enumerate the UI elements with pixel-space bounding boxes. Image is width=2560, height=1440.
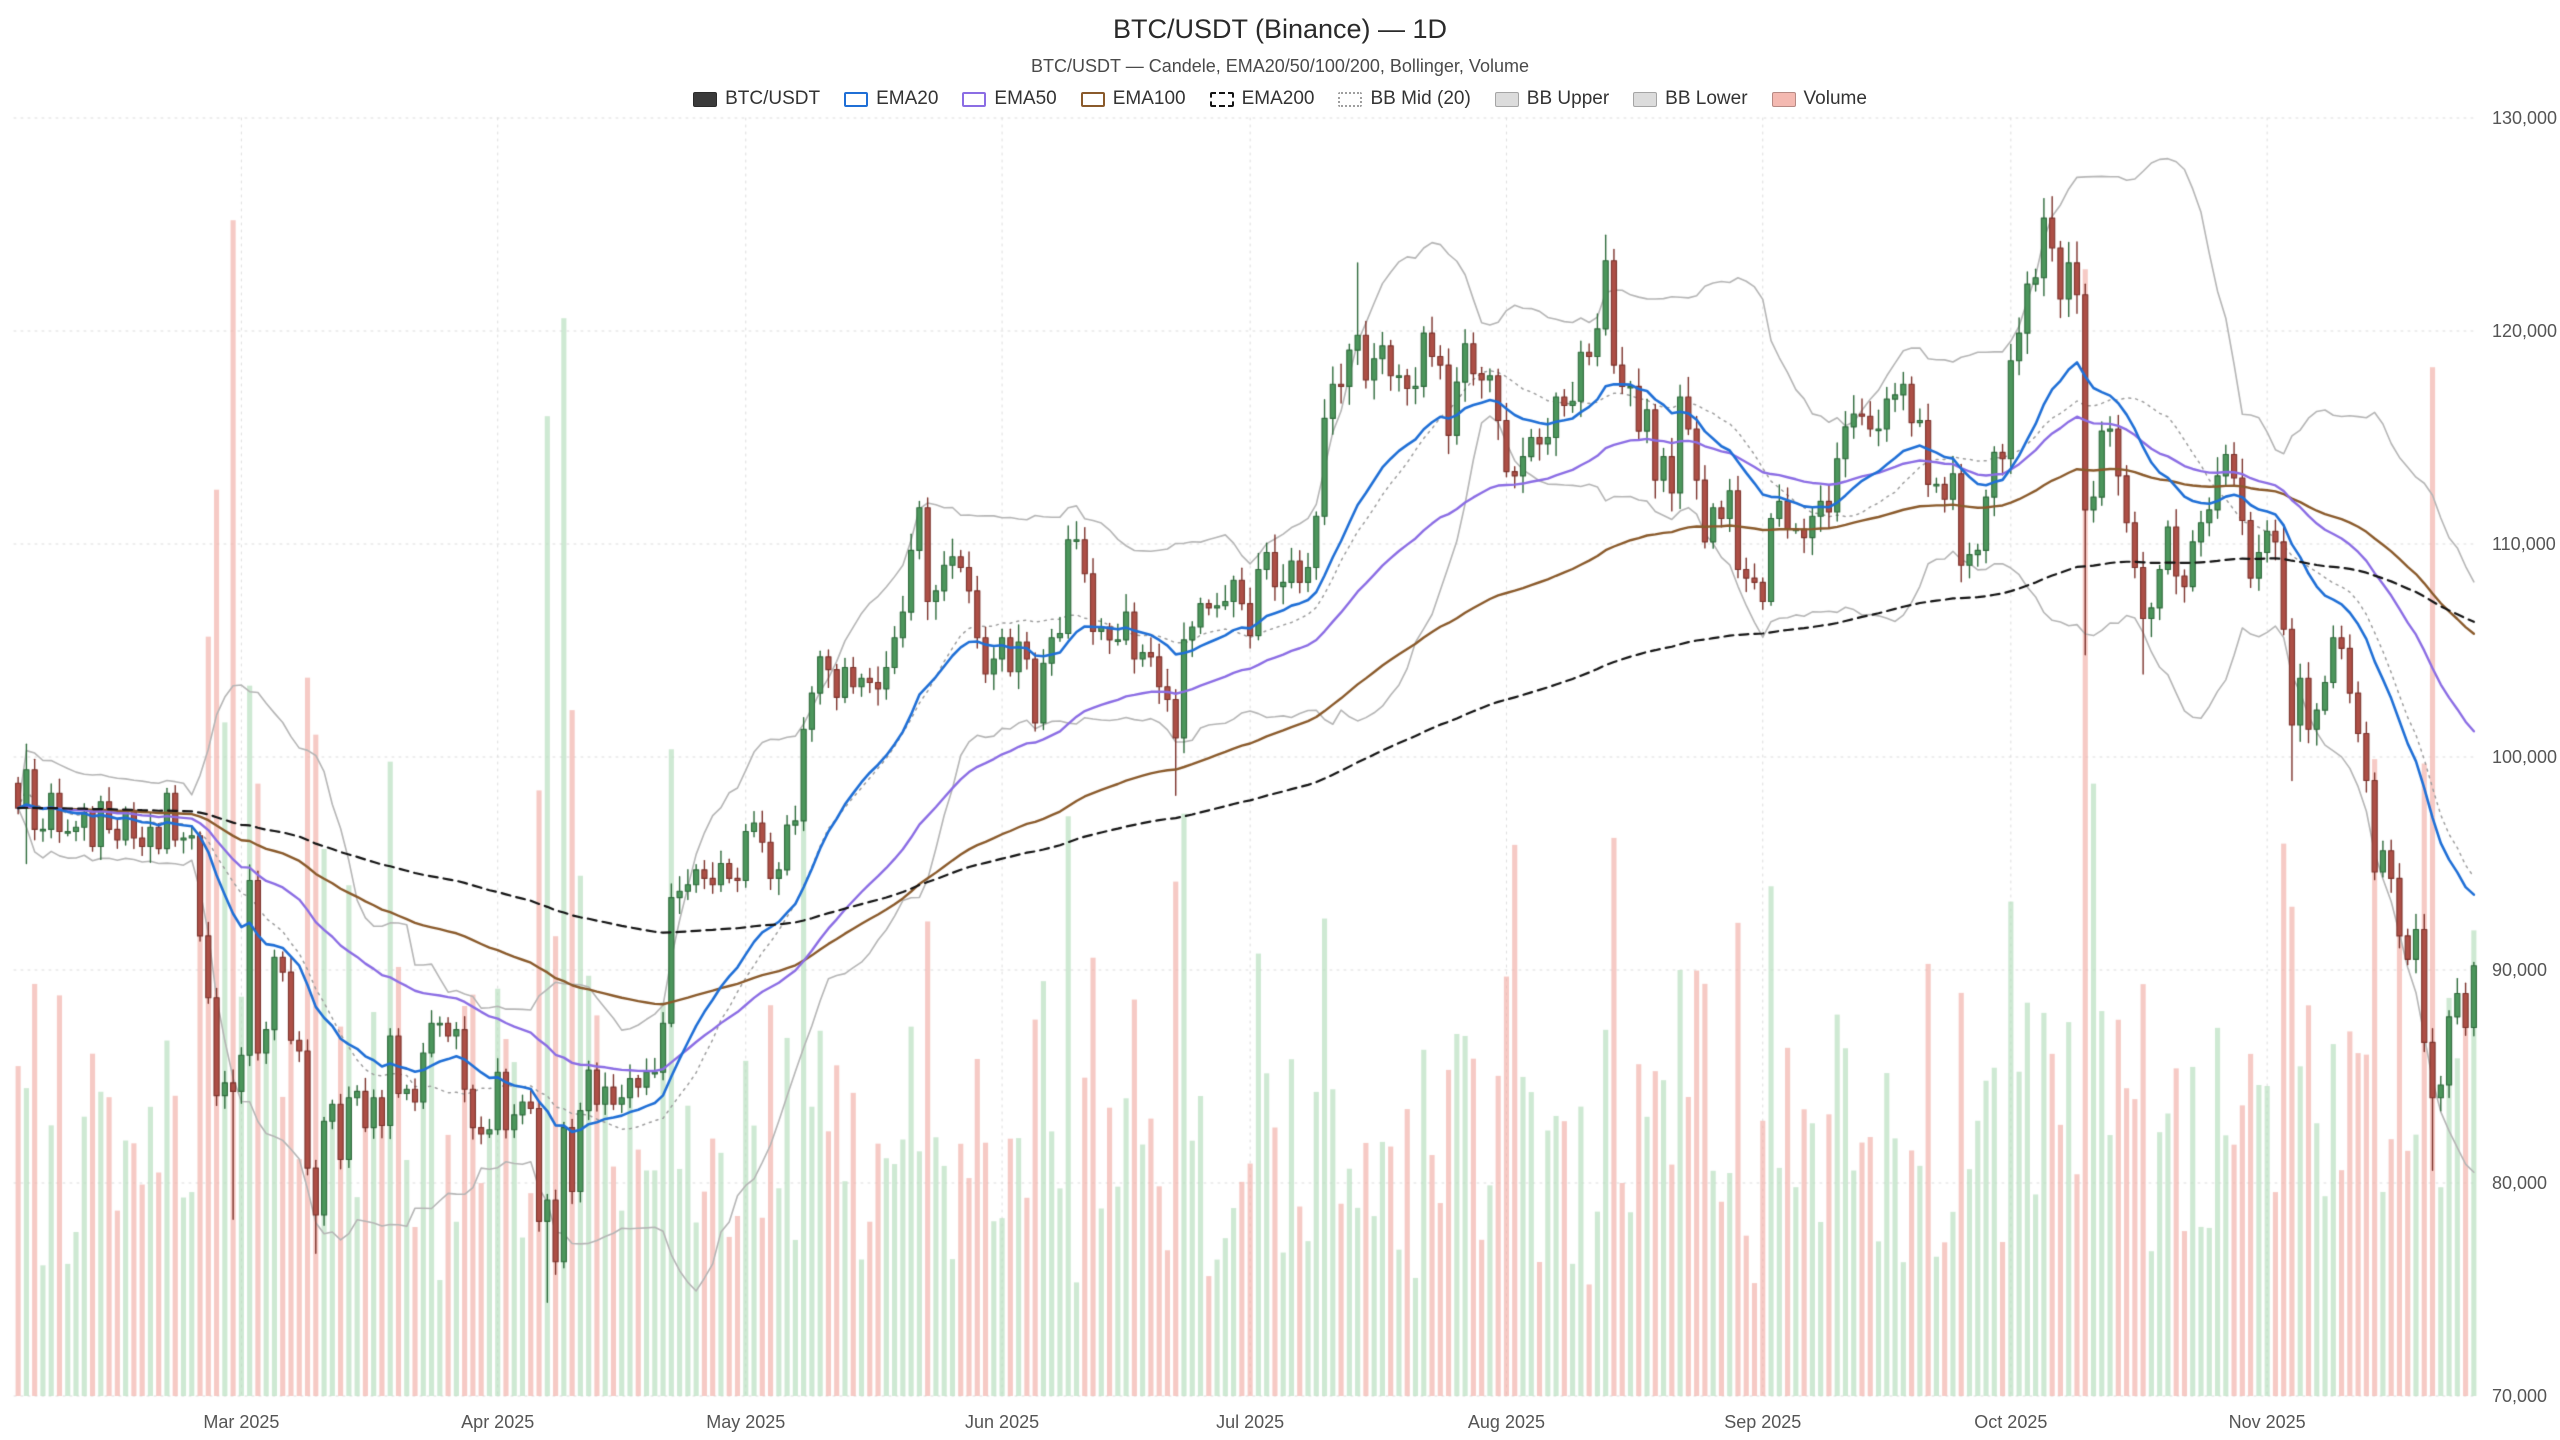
y-axis-tick-label: 100,000 <box>2492 747 2558 767</box>
legend-swatch-icon <box>1771 91 1796 107</box>
x-axis-tick-label: Apr 2025 <box>461 1412 535 1432</box>
y-axis-tick-label: 130,000 <box>2492 108 2558 128</box>
y-axis-tick-label: 110,000 <box>2492 534 2556 554</box>
legend-item-volume: Volume <box>1771 88 1867 110</box>
legend-label: EMA200 <box>1241 88 1315 109</box>
legend-label: EMA20 <box>876 88 939 109</box>
legend-swatch-icon <box>1633 91 1658 107</box>
legend-label: BB Lower <box>1665 88 1748 109</box>
legend-swatch-icon <box>1338 91 1363 107</box>
legend-item-bb-lower: BB Lower <box>1633 88 1748 110</box>
chart-subtitle: BTC/USDT — Candele, EMA20/50/100/200, Bo… <box>1031 56 1529 76</box>
x-axis-tick-label: Nov 2025 <box>2228 1412 2306 1432</box>
y-axis-tick-label: 120,000 <box>2492 321 2558 341</box>
x-axis-tick-label: Oct 2025 <box>1974 1412 2048 1432</box>
y-axis-tick-label: 80,000 <box>2492 1173 2548 1193</box>
legend-label: Volume <box>1803 88 1867 109</box>
legend-label: EMA50 <box>994 88 1057 109</box>
legend-swatch-icon <box>1209 91 1234 107</box>
legend-item-bb-mid-20: BB Mid (20) <box>1338 88 1471 110</box>
legend-item-ema100: EMA100 <box>1080 88 1186 110</box>
legend-swatch-icon <box>1080 91 1105 107</box>
legend-item-bb-upper: BB Upper <box>1494 88 1610 110</box>
x-axis-tick-label: Mar 2025 <box>203 1412 280 1432</box>
legend-label: BB Upper <box>1526 88 1610 109</box>
legend-item-btc-usdt: BTC/USDT <box>693 88 820 110</box>
legend-item-ema200: EMA200 <box>1209 88 1315 110</box>
legend-label: BTC/USDT <box>725 88 821 109</box>
legend-swatch-icon <box>844 91 869 107</box>
chart-header: BTC/USDT (Binance) — 1D BTC/USDT — Cande… <box>0 0 2560 110</box>
legend-swatch-icon <box>1494 91 1519 107</box>
x-axis-tick-label: May 2025 <box>706 1412 786 1432</box>
legend-item-ema50: EMA50 <box>962 88 1057 110</box>
legend-label: BB Mid (20) <box>1370 88 1471 109</box>
x-axis-tick-label: Aug 2025 <box>1467 1412 1545 1432</box>
y-axis-tick-label: 90,000 <box>2492 960 2548 980</box>
x-axis-tick-label: Jul 2025 <box>1216 1412 1285 1432</box>
candlestick-chart-canvas <box>0 110 2560 1440</box>
legend: BTC/USDT EMA20 EMA50 EMA100 EMA200 BB Mid (20… <box>0 88 2560 110</box>
chart-title: BTC/USDT (Binance) — 1D <box>1112 14 1448 44</box>
y-axis-tick-label: 70,000 <box>2492 1386 2548 1406</box>
legend-swatch-icon <box>693 91 718 107</box>
x-axis-tick-label: Jun 2025 <box>965 1412 1040 1432</box>
x-axis-tick-label: Sep 2025 <box>1724 1412 1802 1432</box>
legend-swatch-icon <box>962 91 987 107</box>
legend-item-ema20: EMA20 <box>844 88 938 110</box>
legend-label: EMA100 <box>1112 88 1186 109</box>
